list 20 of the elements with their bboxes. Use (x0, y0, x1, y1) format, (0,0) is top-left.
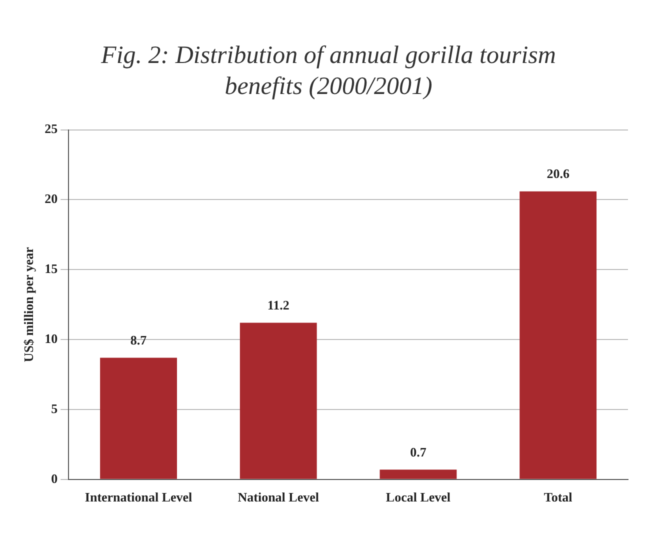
x-tick-label: Total (544, 489, 573, 504)
y-tick-label: 5 (51, 400, 58, 416)
x-tick-label: Local Level (386, 489, 451, 504)
x-tick-label: National Level (238, 489, 320, 504)
y-tick-label: 10 (44, 330, 58, 346)
bar (380, 469, 457, 478)
data-label: 11.2 (267, 297, 290, 312)
data-label: 8.7 (130, 332, 148, 348)
x-tick-label: International Level (84, 489, 193, 504)
y-tick-label: 20 (44, 190, 58, 206)
chart-title: Fig. 2: Distribution of annual gorilla tourism benefits (2000/2001) (100, 41, 557, 102)
y-axis-title: US$ million per year (21, 246, 36, 362)
bar (240, 322, 317, 478)
y-tick-label: 15 (44, 260, 58, 276)
data-label: 20.6 (546, 166, 570, 181)
data-label: 0.7 (410, 444, 427, 459)
bar (520, 190, 597, 478)
y-tick-label: 25 (44, 120, 58, 136)
bar (100, 357, 177, 478)
y-tick-label: 0 (51, 470, 58, 486)
